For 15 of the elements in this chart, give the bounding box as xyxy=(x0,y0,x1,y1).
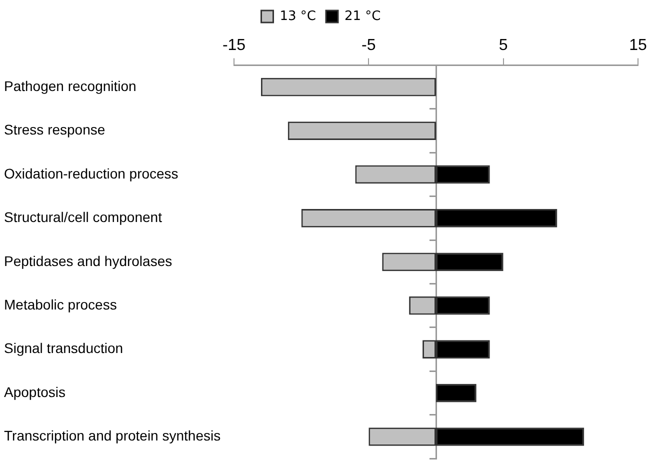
y-tick-label: Stress response xyxy=(4,122,106,138)
y-tick-label: Pathogen recognition xyxy=(4,78,136,94)
y-tick-label: Apoptosis xyxy=(4,384,66,400)
y-tick-label: Peptidases and hydrolases xyxy=(4,252,172,269)
y-tick-label: Signal transduction xyxy=(4,340,124,356)
y-tick-label: Oxidation-reduction process xyxy=(4,165,178,182)
y-tick-label: Metabolic process xyxy=(4,296,117,312)
x-tick-label: 15 xyxy=(629,37,647,54)
x-tick-label: -15 xyxy=(222,37,246,54)
legend-label: 21 °C xyxy=(344,8,381,24)
x-tick-label: -5 xyxy=(362,37,376,54)
x-tick-label: 5 xyxy=(498,37,508,54)
legend-label: 13 °C xyxy=(280,8,316,24)
y-tick-label: Transcription and protein synthesis xyxy=(4,428,221,444)
y-tick-label: Structural/cell component xyxy=(4,209,162,226)
